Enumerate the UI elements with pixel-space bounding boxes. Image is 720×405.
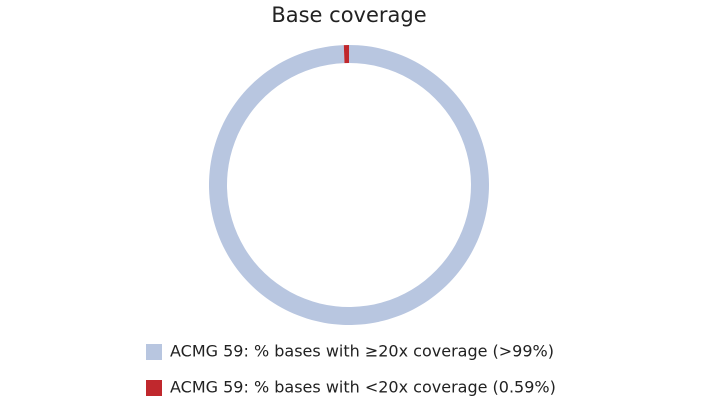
donut-slice bbox=[343, 45, 349, 64]
legend-swatch bbox=[146, 344, 162, 360]
legend-label: ACMG 59: % bases with <20x coverage (0.5… bbox=[170, 378, 556, 397]
chart-title: Base coverage bbox=[271, 3, 426, 27]
donut-slice bbox=[209, 45, 490, 325]
legend-label: ACMG 59: % bases with ≥20x coverage (>99… bbox=[170, 342, 554, 361]
legend-swatch bbox=[146, 380, 162, 396]
